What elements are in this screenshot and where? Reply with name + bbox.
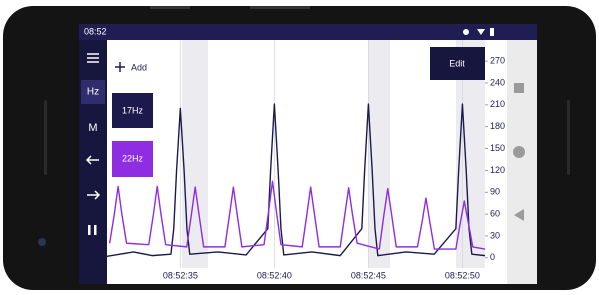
phone-button [250,6,310,9]
y-tick-label: 150 [490,143,505,153]
status-time: 08:52 [84,26,107,36]
x-tick-label: 08:52:35 [163,270,198,280]
screenshot: 08:52 08:52:35 08:52:40 08:52:45 08:52:50 0 3… [0,0,599,295]
y-tick-label: 120 [490,165,505,175]
shaded-region [182,40,208,268]
pause-button[interactable] [88,225,91,235]
nav-bar [507,40,537,284]
page: { "status_bar": {"time": "08:52"}, "side… [0,0,599,295]
hz-button[interactable]: Hz [87,87,99,98]
add-button[interactable]: Add [131,62,147,72]
y-tick-label: 90 [490,187,500,197]
speaker [567,100,570,175]
camera [38,238,46,246]
y-tick-label: 270 [490,55,505,65]
y-tick-label: 30 [490,230,500,240]
speaker [44,100,47,175]
edit-button[interactable]: Edit [449,58,465,68]
status-icon [463,29,469,35]
legend-label[interactable]: 17Hz [122,105,144,115]
nav-home[interactable] [513,146,525,158]
m-button[interactable]: M [88,122,97,134]
legend-label[interactable]: 22Hz [122,153,144,163]
nav-recent[interactable] [514,83,524,93]
sidebar [79,40,107,284]
phone-button [150,6,190,9]
y-tick-label: 60 [490,208,500,218]
pause-button[interactable] [94,225,97,235]
y-tick-label: 240 [490,77,505,87]
x-tick-label: 08:52:40 [257,270,292,280]
battery-icon [490,28,494,36]
x-tick-label: 08:52:45 [351,270,386,280]
y-tick-label: 180 [490,121,505,131]
y-tick-label: 210 [490,99,505,109]
x-tick-label: 08:52:50 [445,270,480,280]
y-tick-label: 0 [490,252,495,262]
